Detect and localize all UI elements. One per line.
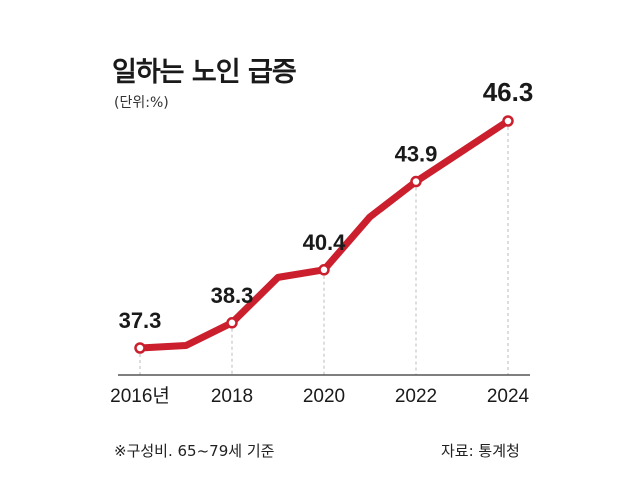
chart-title: 일하는 노인 급증: [112, 57, 297, 88]
point-marker-2022: [410, 175, 422, 188]
footnote: ※구성비. 65~79세 기준: [114, 442, 275, 460]
vertical-guides: [139, 121, 509, 375]
point-marker-2024: [502, 115, 514, 127]
point-marker-2016: [134, 342, 146, 354]
source-note: 자료: 통계청: [441, 442, 520, 460]
data-label-2016: 37.3: [119, 308, 162, 333]
data-points: [134, 115, 514, 354]
point-marker-2018: [226, 317, 238, 329]
x-tick-2024: 2024: [487, 386, 530, 407]
x-tick-2018: 2018: [211, 386, 253, 407]
x-tick-2022: 2022: [395, 386, 437, 407]
data-label-2022: 43.9: [395, 142, 438, 167]
x-axis-ticks: 2016년 2018 2020 2022 2024: [110, 385, 529, 407]
data-label-2020: 40.4: [303, 230, 347, 255]
x-tick-2020: 2020: [303, 386, 345, 407]
unit-label: (단위:%): [114, 95, 169, 111]
data-label-2024: 46.3: [483, 77, 534, 107]
point-marker-2020: [318, 264, 330, 276]
x-tick-2016: 2016년: [110, 385, 170, 407]
data-label-2018: 38.3: [211, 283, 254, 308]
data-labels: 37.3 38.3 40.4 43.9 46.3: [119, 77, 534, 333]
